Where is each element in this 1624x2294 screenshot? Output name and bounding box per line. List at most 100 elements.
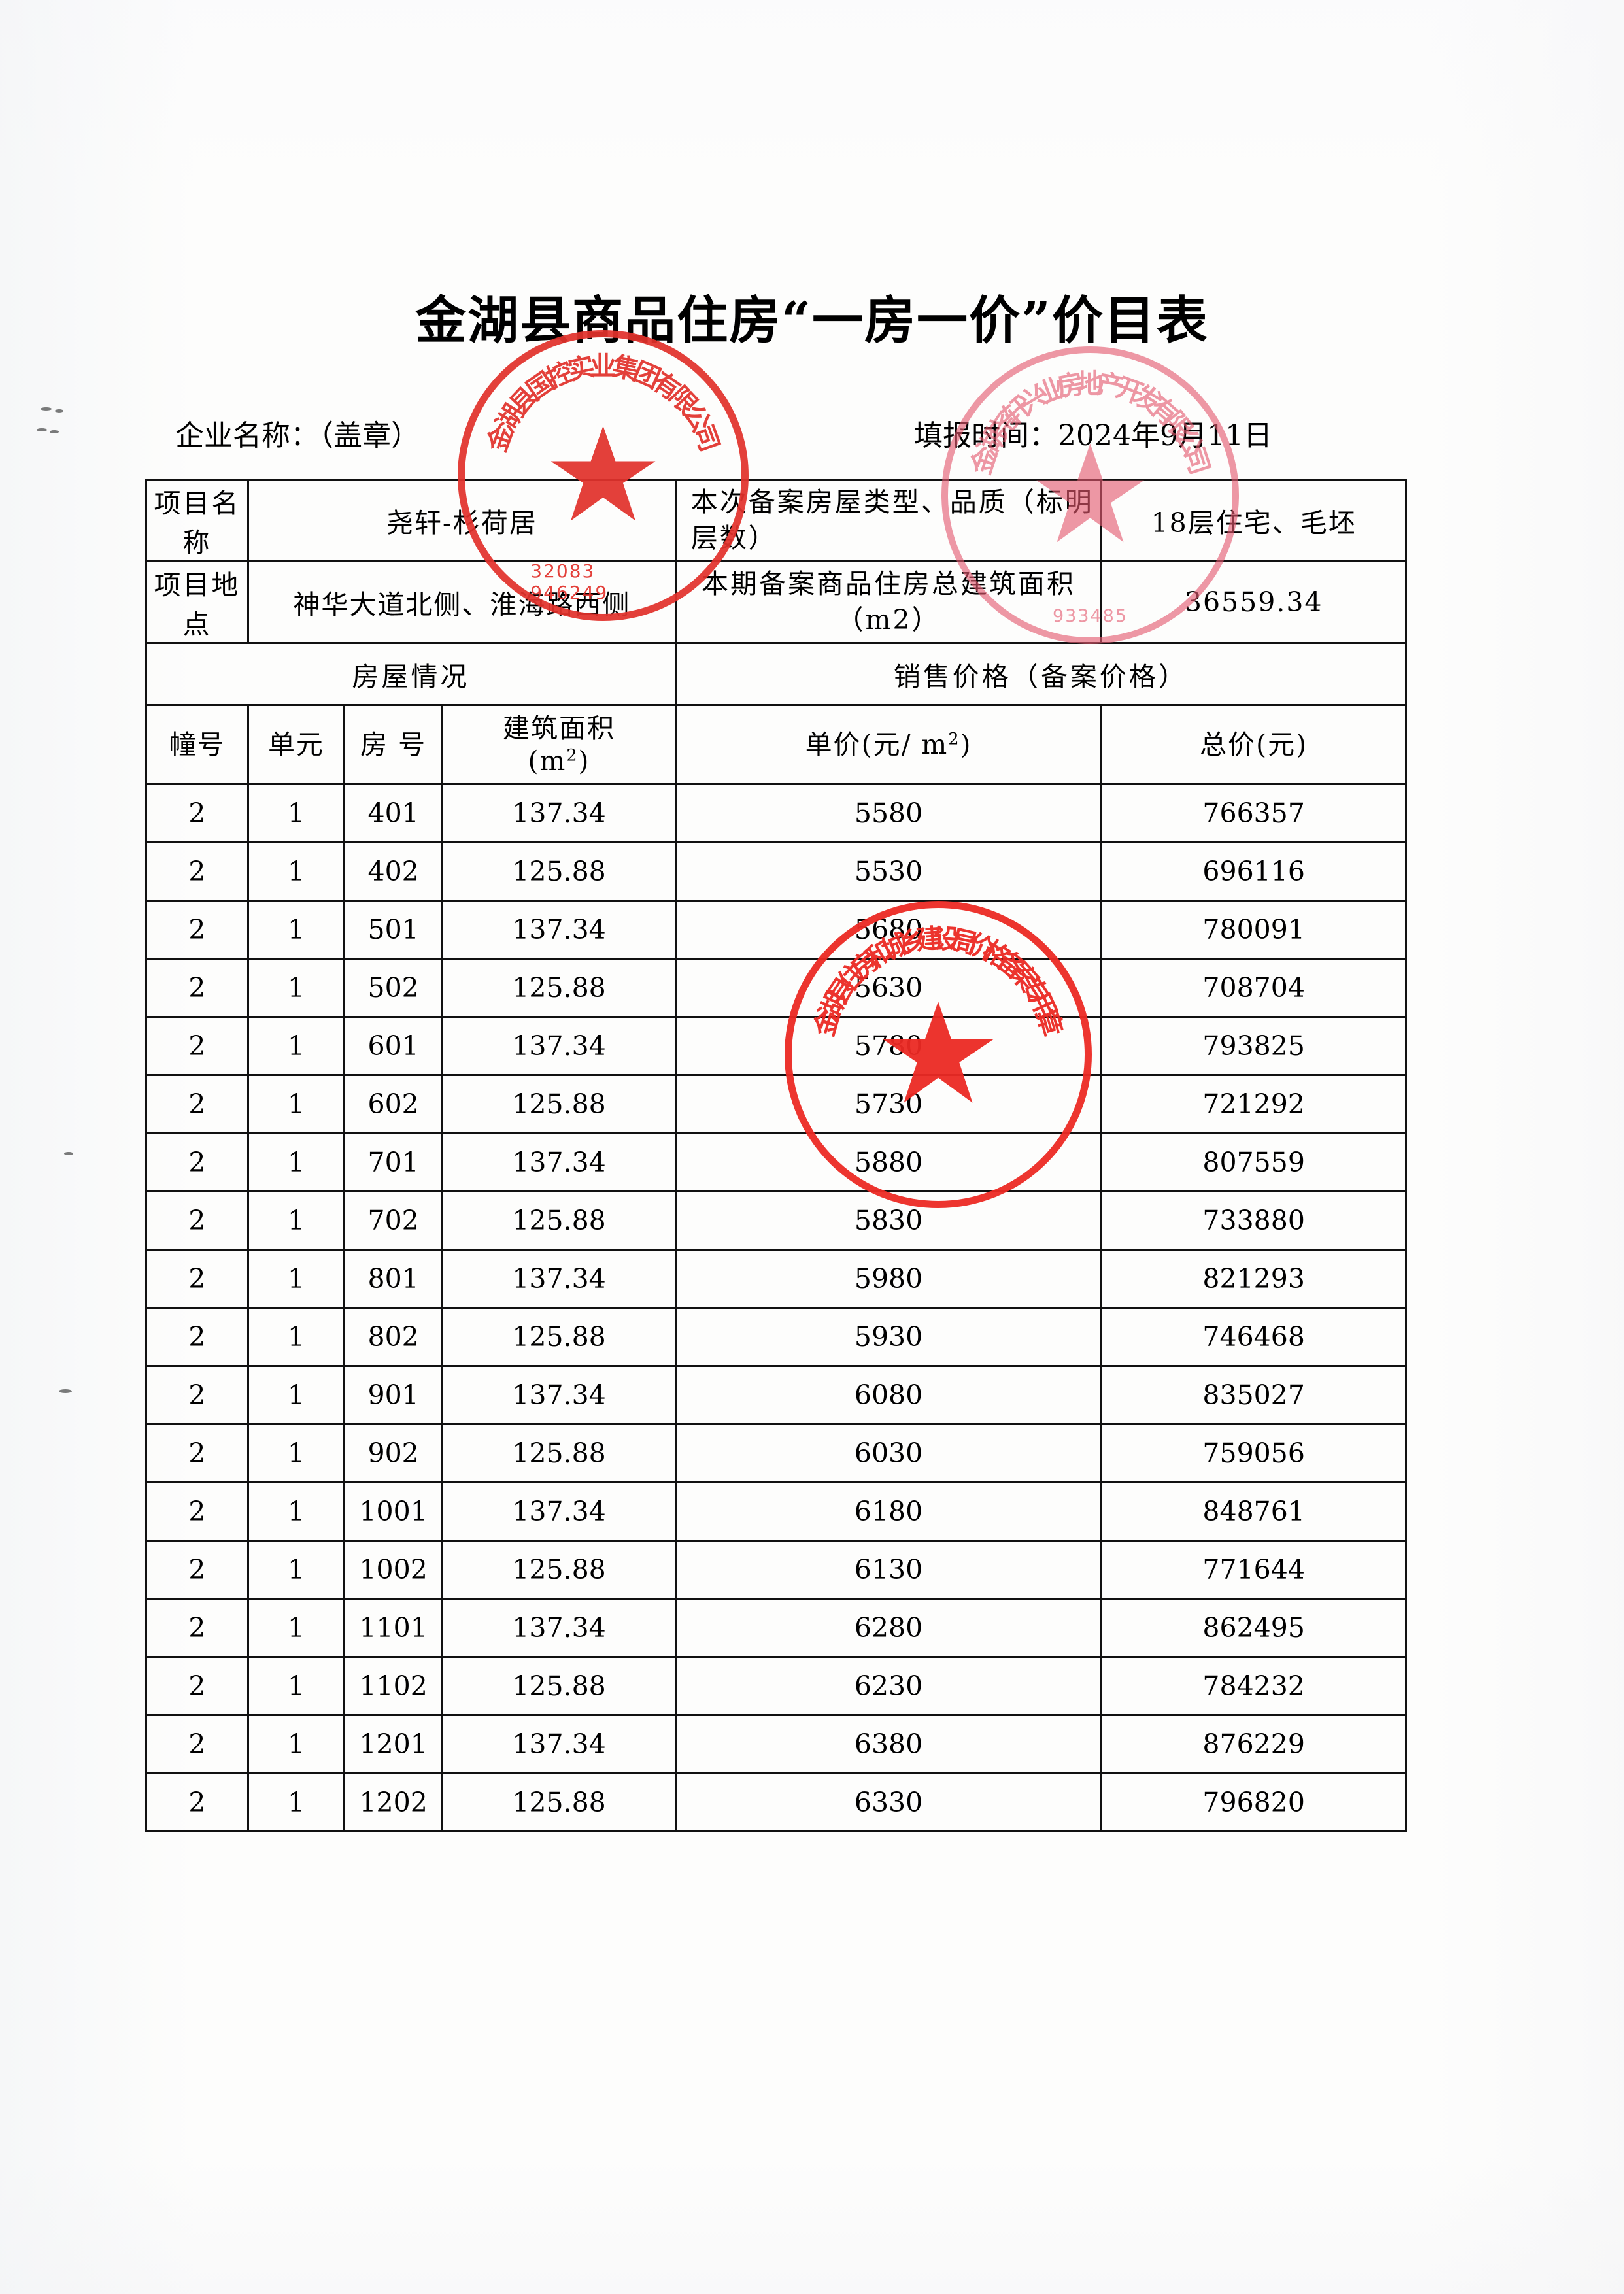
- band-sale-price: 销售价格（备案价格）: [674, 642, 1408, 706]
- col-header-area-line1: 建筑面积: [503, 712, 616, 744]
- cell-unit-price: 6030: [674, 1423, 1103, 1483]
- cell-total-price: 876229: [1100, 1714, 1407, 1774]
- meta-row: 企业名称：（盖章） 填报时间：2024年9月11日: [175, 412, 1483, 458]
- cell-room: 401: [343, 783, 444, 843]
- cell-area: 125.88: [441, 841, 677, 902]
- cell-area: 137.34: [441, 1598, 677, 1658]
- cell-unit: 1: [246, 1714, 345, 1774]
- scan-speck: [50, 430, 59, 433]
- cell-area: 125.88: [441, 1074, 677, 1134]
- cell-unit: 1: [246, 1598, 345, 1658]
- cell-unit: 1: [246, 841, 345, 902]
- col-header-total-price: 总价(元): [1100, 704, 1407, 785]
- cell-building: 2: [145, 1132, 249, 1192]
- cell-total-price: 780091: [1100, 900, 1407, 960]
- cell-unit-price: 6080: [674, 1365, 1103, 1425]
- cell-unit-price: 5530: [674, 841, 1103, 902]
- cell-unit: 1: [246, 1365, 345, 1425]
- cell-unit-price: 6330: [674, 1772, 1103, 1832]
- seal-arc-char: 团: [628, 355, 665, 394]
- cell-building: 2: [145, 1307, 249, 1367]
- cell-unit-price: 6130: [674, 1540, 1103, 1600]
- house-type-value: 18层住宅、毛坯: [1100, 479, 1407, 562]
- cell-unit: 1: [246, 1481, 345, 1542]
- cell-area: 137.34: [441, 1016, 677, 1076]
- cell-unit: 1: [246, 1249, 345, 1309]
- seal-arc-char: 产: [1094, 367, 1126, 403]
- band-header-row: 房屋情况 销售价格（备案价格）: [145, 642, 1408, 706]
- cell-total-price: 721292: [1100, 1074, 1407, 1134]
- cell-room: 701: [343, 1132, 444, 1192]
- cell-building: 2: [145, 1016, 249, 1076]
- table-row: 2 1 602 125.88 5730 721292: [145, 1074, 1407, 1134]
- project-site-label: 项目地点: [145, 560, 249, 644]
- cell-area: 137.34: [441, 1481, 677, 1542]
- col-header-building: 幢号: [145, 704, 249, 785]
- cell-total-price: 766357: [1100, 783, 1407, 843]
- cell-total-price: 733880: [1100, 1190, 1407, 1251]
- col-header-unit: 单元: [246, 704, 345, 785]
- table-row: 2 1 702 125.88 5830 733880: [145, 1190, 1407, 1251]
- cell-unit-price: 5780: [674, 1016, 1103, 1076]
- page-title: 金湖县商品住房“一房一价”价目表: [415, 291, 1209, 350]
- cell-room: 1002: [343, 1540, 444, 1600]
- cell-area: 125.88: [441, 1307, 677, 1367]
- scan-speck: [59, 1389, 72, 1393]
- scan-speck: [41, 407, 52, 411]
- cell-unit: 1: [246, 1656, 345, 1716]
- cell-total-price: 796820: [1100, 1772, 1407, 1832]
- cell-room: 502: [343, 958, 444, 1018]
- project-name-label: 项目名称: [145, 479, 249, 562]
- cell-area: 125.88: [441, 1772, 677, 1832]
- col-header-area: 建筑面积 (m2): [441, 704, 677, 785]
- cell-building: 2: [145, 1074, 249, 1134]
- col-header-unit-price: 单价(元/ m2): [674, 704, 1103, 785]
- seal-arc-char: 有: [646, 365, 686, 406]
- cell-area: 137.34: [441, 1365, 677, 1425]
- table-row: 2 1 1202 125.88 6330 796820: [145, 1772, 1407, 1832]
- cell-room: 402: [343, 841, 444, 902]
- cell-building: 2: [145, 1190, 249, 1251]
- cell-total-price: 746468: [1100, 1307, 1407, 1367]
- cell-building: 2: [145, 1481, 249, 1542]
- table-row: 2 1 1101 137.34 6280 862495: [145, 1598, 1407, 1658]
- table-row: 2 1 701 137.34 5880 807559: [145, 1132, 1407, 1192]
- table-row: 2 1 402 125.88 5530 696116: [145, 841, 1407, 902]
- cell-building: 2: [145, 1772, 249, 1832]
- cell-unit: 1: [246, 958, 345, 1018]
- cell-area: 137.34: [441, 1714, 677, 1774]
- cell-unit: 1: [246, 1016, 345, 1076]
- cell-unit-price: 6280: [674, 1598, 1103, 1658]
- house-type-label: 本次备案房屋类型、品质（标明层数）: [674, 479, 1103, 562]
- cell-unit: 1: [246, 783, 345, 843]
- total-area-value: 36559.34: [1100, 560, 1407, 644]
- report-date-label: 填报时间：2024年9月11日: [914, 419, 1272, 452]
- project-name-value: 尧轩-杉荷居: [246, 479, 677, 562]
- cell-total-price: 793825: [1100, 1016, 1407, 1076]
- cell-room: 501: [343, 900, 444, 960]
- price-table-body: 2 1 401 137.34 5580 766357 2 1 402 125.88 5530 6961…: [145, 783, 1407, 1832]
- cell-room: 902: [343, 1423, 444, 1483]
- cell-room: 601: [343, 1016, 444, 1076]
- cell-area: 125.88: [441, 1423, 677, 1483]
- cell-building: 2: [145, 783, 249, 843]
- table-row: 2 1 1201 137.34 6380 876229: [145, 1714, 1407, 1774]
- table-row: 2 1 801 137.34 5980 821293: [145, 1249, 1407, 1309]
- cell-unit-price: 5730: [674, 1074, 1103, 1134]
- cell-room: 901: [343, 1365, 444, 1425]
- cell-unit-price: 6180: [674, 1481, 1103, 1542]
- project-site-value: 神华大道北侧、淮海路西侧: [246, 560, 677, 644]
- cell-unit: 1: [246, 1423, 345, 1483]
- cell-building: 2: [145, 1365, 249, 1425]
- col-header-room: 房 号: [343, 704, 444, 785]
- cell-total-price: 696116: [1100, 841, 1407, 902]
- cell-total-price: 848761: [1100, 1481, 1407, 1542]
- cell-total-price: 708704: [1100, 958, 1407, 1018]
- seal-arc-char: 开: [1111, 371, 1148, 410]
- cell-unit: 1: [246, 900, 345, 960]
- col-header-area-line2: (m2): [528, 745, 590, 777]
- cell-unit-price: 5880: [674, 1132, 1103, 1192]
- seal-arc-char: 地: [1077, 367, 1104, 399]
- cell-area: 125.88: [441, 1190, 677, 1251]
- column-header-row: 幢号 单元 房 号 建筑面积 (m2) 单价(元/ m2) 总价(元): [145, 704, 1407, 785]
